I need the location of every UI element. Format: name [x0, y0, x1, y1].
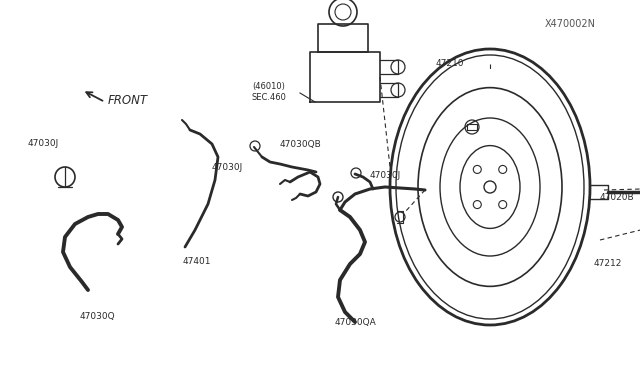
- Text: 47030QB: 47030QB: [280, 140, 322, 148]
- Text: 47030J: 47030J: [212, 163, 243, 171]
- Text: 47212: 47212: [594, 260, 622, 269]
- Text: 47020B: 47020B: [600, 192, 635, 202]
- Text: X470002N: X470002N: [545, 19, 596, 29]
- Text: 47210: 47210: [436, 60, 464, 68]
- Text: (46010): (46010): [252, 83, 285, 92]
- Text: 47030J: 47030J: [28, 140, 60, 148]
- Text: 47030J: 47030J: [370, 171, 401, 180]
- Text: 47030Q: 47030Q: [80, 312, 116, 321]
- Text: FRONT: FRONT: [108, 93, 148, 106]
- Text: 47401: 47401: [183, 257, 211, 266]
- Text: SEC.460: SEC.460: [252, 93, 287, 103]
- Text: 47030QA: 47030QA: [334, 317, 376, 327]
